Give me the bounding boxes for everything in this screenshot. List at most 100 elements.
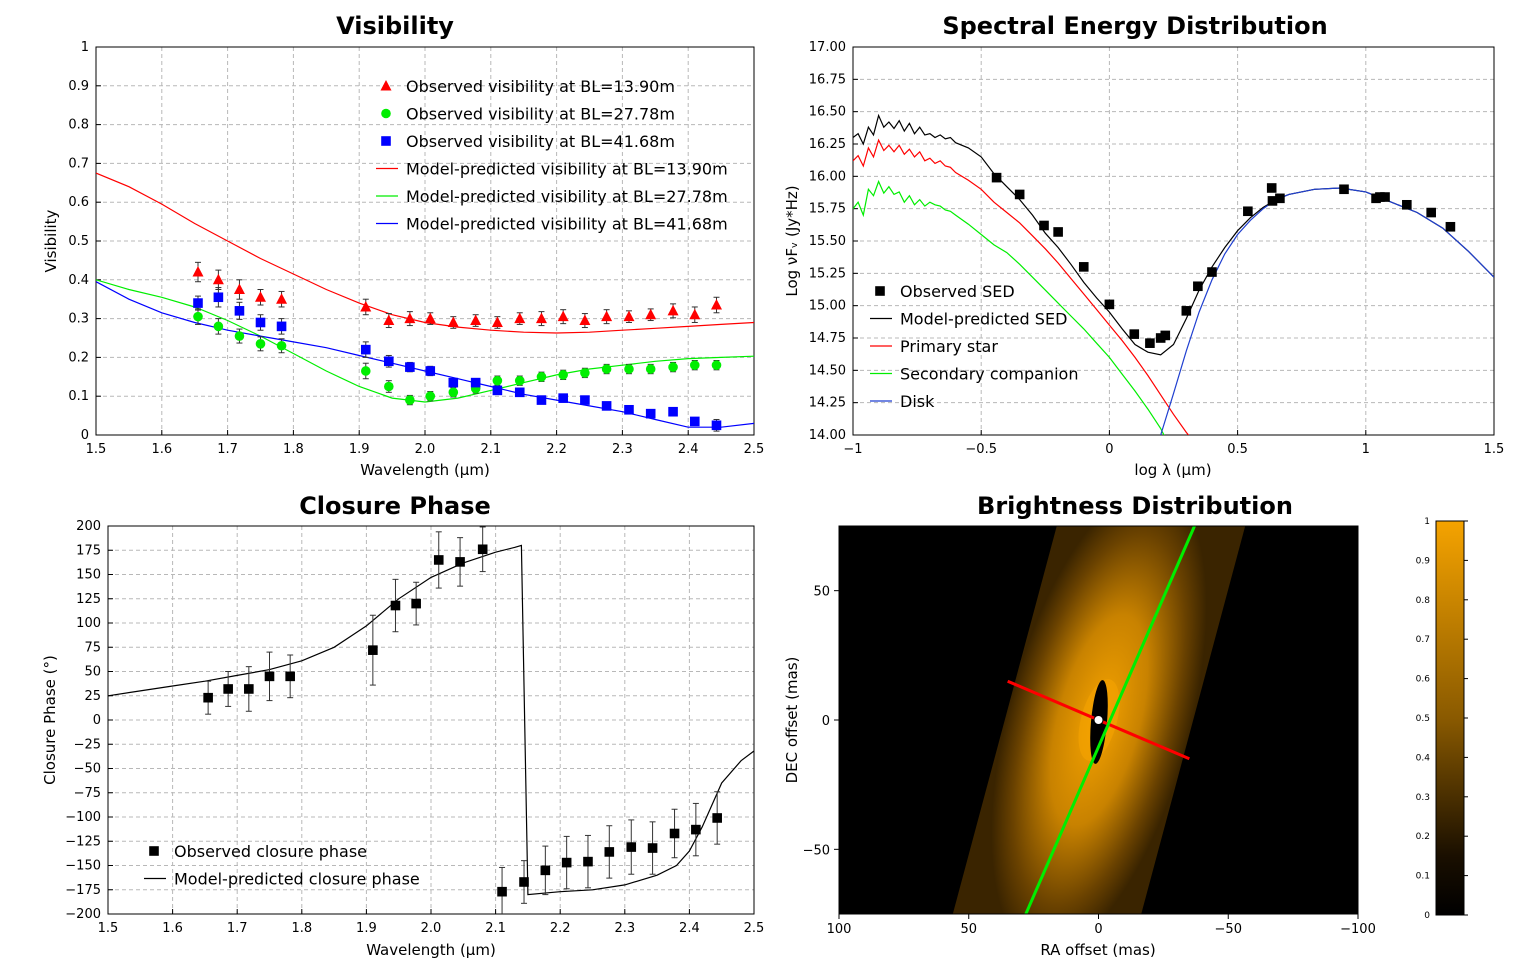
data-point-observed-sed [1181,306,1192,316]
data-point-observed-visibility-at-bl-13-90m [470,314,482,326]
sed-x-tick-label: 0 [1105,442,1113,457]
data-point-observed-visibility-at-bl-41-68m [645,408,656,419]
cp-y-tick-label: 100 [76,616,101,631]
data-point-observed-sed [1193,281,1203,292]
sed-y-tick-label: 15.00 [809,299,846,314]
data-point-observed-visibility-at-bl-13-90m [514,312,526,324]
vis-x-tick-label: 2.3 [612,442,633,457]
data-point-observed-visibility-at-bl-41-68m [689,416,700,427]
sed-y-tick-label: 14.75 [809,331,846,346]
data-point-observed-closure-phase [411,598,421,609]
cp-x-tick-label: 2.2 [550,921,571,936]
cp-y-tick-label: 200 [76,519,101,534]
closure-phase-legend: Observed closure phase Model-predicted cl… [144,842,420,889]
colorbar-tick-label: 0.3 [1416,793,1430,803]
vis-y-tick-label: 0.9 [68,79,89,94]
cp-y-tick-label: −100 [65,810,101,825]
cp-y-tick-label: 125 [76,592,101,607]
colorbar-tick-label: 0.5 [1416,714,1430,724]
bd-x-tick-label: 100 [827,922,852,937]
vis-x-tick-label: 2.0 [415,442,436,457]
visibility-grid [95,46,755,436]
data-point-observed-visibility-at-bl-13-90m [383,314,395,326]
legend-item-disk: Disk [870,392,935,411]
legend-item-primary-star: Primary star [870,337,998,356]
vis-y-tick-label: 0.3 [68,312,89,327]
data-point-observed-visibility-at-bl-27-78m [689,360,700,370]
visibility-legend: Observed visibility at BL=13.90m Observed… [376,77,728,234]
data-point-observed-visibility-at-bl-13-90m [447,316,459,327]
legend-item-model-predicted-visibility-at-bl-13-90m: Model-predicted visibility at BL=13.90m [376,160,728,179]
colorbar-tick-label: 0.7 [1416,635,1430,645]
sed-y-tick-label: 15.75 [809,202,846,217]
cp-x-tick-label: 2.0 [421,921,442,936]
legend-item-observed-visibility-at-bl-27-78m: Observed visibility at BL=27.78m [381,105,675,124]
data-point-observed-visibility-at-bl-13-90m [404,312,416,324]
data-point-observed-visibility-at-bl-13-90m [557,310,569,322]
data-point-observed-visibility-at-bl-41-68m [711,420,722,431]
data-point-observed-visibility-at-bl-41-68m [360,344,371,355]
legend-swatch-observed-visibility-at-bl-27-78m [381,108,391,119]
vis-y-tick-label: 0.2 [68,350,89,365]
closure-phase-x-ticks: 1.5 1.6 1.7 1.8 1.9 2.0 2.1 2.2 2.3 2.4 2.5 [98,909,764,936]
data-point-observed-visibility-at-bl-41-68m [492,385,503,396]
sed-y-tick-label: 14.25 [809,396,846,411]
data-point-observed-visibility-at-bl-27-78m [514,375,525,386]
data-point-observed-closure-phase [455,557,465,567]
visibility-x-ticks: 1.5 1.6 1.7 1.8 1.9 2.0 2.1 2.2 2.3 2.4 2.5 [86,430,765,457]
legend-item-model-predicted-visibility-at-bl-27-78m: Model-predicted visibility at BL=27.78m [376,187,728,206]
data-point-observed-visibility-at-bl-27-78m [405,395,415,405]
legend-swatch-observed-visibility-at-bl-41-68m [381,136,391,146]
data-point-observed-visibility-at-bl-27-78m [492,375,503,386]
colorbar-tick-label: 1 [1424,517,1430,527]
sed-y-ticks: 14.00 14.25 14.50 14.75 15.00 15.25 15.50 15.75… [809,40,858,443]
data-point-observed-sed [1145,338,1155,348]
data-point-observed-sed [1243,206,1253,217]
sed-legend: Observed SED Model-predicted SED Primary s… [870,282,1078,411]
data-point-observed-visibility-at-bl-41-68m [276,321,287,332]
closure-phase-x-axis-label: Wavelength (µm) [366,941,496,959]
data-point-observed-visibility-at-bl-41-68m [514,387,525,398]
cp-y-tick-label: 25 [84,689,101,704]
vis-x-tick-label: 1.7 [217,442,238,457]
data-point-observed-visibility-at-bl-41-68m [193,298,203,308]
data-point-observed-closure-phase [583,856,593,867]
legend-item-model-predicted-closure-phase: Model-predicted closure phase [144,870,420,889]
vis-x-tick-label: 2.5 [744,442,765,457]
sed-y-tick-label: 17.00 [809,40,846,55]
data-point-observed-closure-phase [390,600,401,611]
series-line-model-predicted-visibility-at-bl-27-78m [96,279,754,403]
data-point-observed-visibility-at-bl-41-68m [448,377,459,388]
data-point-observed-closure-phase [368,645,378,655]
legend-item-observed-sed: Observed SED [875,282,1015,301]
series-line-disk [1160,187,1494,435]
sed-y-tick-label: 16.00 [809,169,846,184]
vis-y-tick-label: 0.6 [68,195,89,210]
data-point-observed-closure-phase [497,886,507,897]
series-line-primary-star [853,138,1190,435]
legend-item-observed-visibility-at-bl-41-68m: Observed visibility at BL=41.68m [381,132,675,151]
legend-label-observed-visibility-at-bl-27-78m: Observed visibility at BL=27.78m [406,105,675,124]
data-point-observed-visibility-at-bl-27-78m [645,364,656,374]
data-point-observed-visibility-at-bl-27-78m [234,331,245,341]
data-point-observed-sed [991,172,1002,183]
legend-item-observed-closure-phase: Observed closure phase [149,842,367,861]
cp-x-tick-label: 2.3 [614,921,635,936]
legend-label-observed-sed: Observed SED [900,282,1015,301]
vis-y-tick-label: 1 [81,40,89,55]
legend-swatch-observed-sed [875,286,885,296]
data-point-observed-visibility-at-bl-13-90m [601,310,613,322]
data-point-observed-sed [1402,199,1412,210]
cp-x-tick-label: 2.1 [485,921,506,936]
data-point-observed-visibility-at-bl-27-78m [624,364,634,374]
bd-x-tick-label: 0 [1094,922,1102,937]
data-point-observed-visibility-at-bl-27-78m [536,372,547,382]
legend-label-observed-closure-phase: Observed closure phase [174,842,367,861]
data-point-observed-visibility-at-bl-41-68m [255,317,266,328]
data-point-observed-closure-phase [647,843,658,853]
colorbar-tick-label: 0 [1424,911,1430,921]
cp-y-tick-label: −175 [65,883,101,898]
cp-y-tick-label: 175 [76,543,101,558]
data-point-observed-sed [1267,196,1278,206]
